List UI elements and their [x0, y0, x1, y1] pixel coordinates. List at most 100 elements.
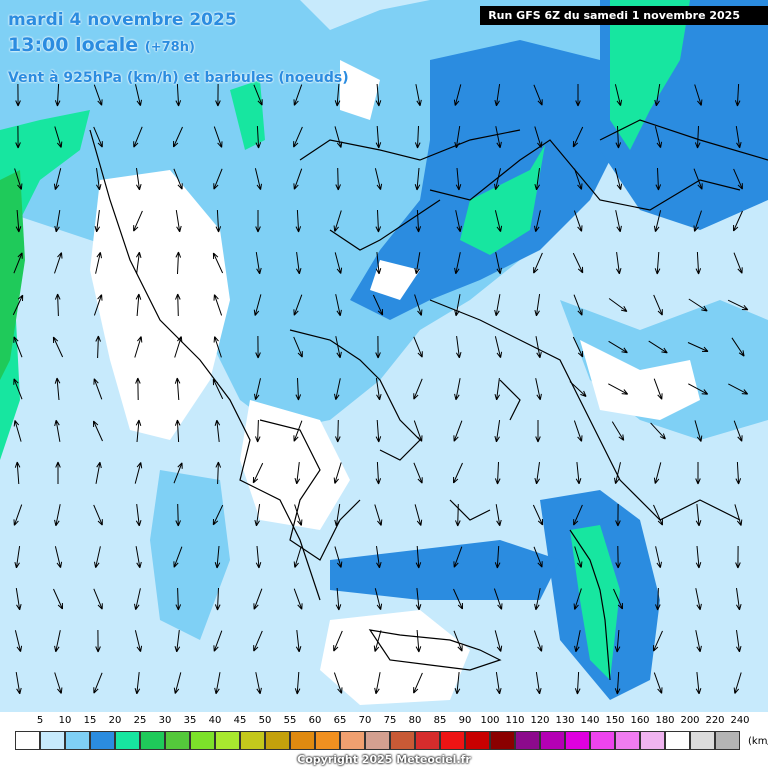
wind-arrow — [54, 126, 63, 148]
wind-arrow — [214, 587, 221, 611]
wind-arrow — [375, 461, 382, 485]
wind-arrow — [615, 210, 622, 233]
wind-arrow — [15, 125, 21, 149]
wind-arrow — [15, 588, 22, 611]
legend-swatch — [40, 731, 65, 750]
wind-arrow — [213, 168, 223, 190]
wind-arrow — [293, 294, 303, 316]
wind-arrow — [255, 252, 262, 275]
wind-arrow — [376, 546, 382, 569]
variable-title: Vent à 925hPa (km/h) et barbules (noeuds… — [8, 70, 349, 86]
wind-arrow — [254, 378, 261, 400]
wind-arrow — [253, 294, 262, 316]
legend-swatch — [590, 731, 615, 750]
legend-units: (km/h) — [748, 736, 768, 747]
run-info: Run GFS 6Z du samedi 1 novembre 2025 — [480, 6, 768, 25]
wind-arrow — [608, 383, 629, 395]
wind-arrow — [731, 337, 745, 357]
wind-arrow — [135, 546, 142, 569]
wind-arrow — [54, 672, 63, 694]
wind-arrow — [695, 672, 702, 695]
legend-label: 240 — [730, 715, 750, 726]
wind-arrow — [414, 167, 421, 191]
wind-arrow — [695, 504, 702, 527]
wind-arrow — [133, 210, 143, 232]
wind-arrow — [494, 630, 503, 652]
wind-arrow — [454, 252, 461, 275]
wind-arrow — [13, 504, 23, 526]
legend-label: 15 — [83, 715, 97, 726]
wind-arrow — [293, 588, 303, 610]
wind-arrow — [54, 293, 61, 317]
wind-arrow — [733, 420, 743, 442]
wind-arrow — [654, 84, 661, 107]
wind-arrow — [653, 672, 663, 694]
legend-label: 40 — [208, 715, 222, 726]
wind-arrow — [335, 167, 341, 191]
wind-arrow — [573, 504, 583, 526]
wind-arrow — [655, 167, 662, 191]
wind-arrow — [534, 126, 543, 148]
wind-arrow — [134, 336, 143, 358]
wind-arrow — [134, 462, 143, 484]
legend-label: 75 — [383, 715, 397, 726]
wind-arrow — [294, 462, 301, 485]
legend-label: 5 — [36, 715, 44, 726]
wind-arrow — [653, 630, 663, 652]
wind-arrow — [93, 672, 103, 694]
legend-swatch — [15, 731, 40, 750]
wind-arrow — [693, 168, 703, 190]
forecast-date: mardi 4 novembre 2025 — [8, 10, 237, 30]
wind-arrow — [575, 462, 582, 485]
wind-arrow — [495, 504, 502, 527]
wind-arrow — [55, 461, 61, 484]
wind-arrow — [15, 209, 22, 233]
wind-arrow — [694, 420, 703, 442]
wind-arrow — [253, 84, 263, 106]
wind-arrow — [54, 252, 63, 274]
wind-arrow — [135, 84, 142, 106]
wind-arrow — [653, 504, 663, 526]
wind-arrow — [495, 126, 502, 149]
wind-arrow — [334, 126, 343, 148]
wind-arrow — [608, 340, 628, 354]
wind-arrow — [333, 630, 343, 652]
wind-arrow — [415, 209, 422, 233]
wind-arrow — [93, 378, 103, 400]
legend-label: 55 — [283, 715, 297, 726]
wind-arrow — [413, 336, 423, 358]
legend-swatch — [165, 731, 190, 750]
wind-arrow — [133, 126, 143, 148]
wind-arrow — [494, 294, 501, 317]
wind-arrow — [534, 588, 541, 611]
wind-arrow — [93, 504, 103, 526]
wind-arrow — [95, 461, 102, 484]
wind-arrow — [733, 168, 743, 190]
legend-swatch — [690, 731, 715, 750]
wind-arrow — [375, 419, 382, 443]
wind-arrow — [15, 83, 21, 107]
wind-arrow — [214, 419, 221, 442]
wind-arrow — [334, 252, 343, 274]
wind-arrow — [534, 294, 541, 317]
wind-arrow — [414, 252, 421, 275]
wind-arrow — [494, 210, 503, 232]
wind-arrow — [494, 545, 501, 569]
wind-arrow — [95, 252, 102, 274]
wind-arrow — [493, 588, 503, 610]
legend-label: 85 — [433, 715, 447, 726]
wind-arrow — [255, 419, 261, 443]
legend-label: 50 — [258, 715, 272, 726]
copyright-text: Copyright 2025 Meteociel.fr — [297, 753, 471, 766]
wind-arrow — [373, 630, 382, 652]
wind-arrow — [53, 588, 63, 610]
wind-arrow — [454, 378, 461, 401]
wind-arrow — [455, 336, 462, 359]
legend-swatch — [490, 731, 515, 750]
legend-swatch — [440, 731, 465, 750]
wind-arrow — [173, 126, 183, 148]
wind-arrow — [93, 126, 103, 148]
wind-arrow — [734, 83, 741, 107]
wind-arrow — [615, 125, 622, 149]
